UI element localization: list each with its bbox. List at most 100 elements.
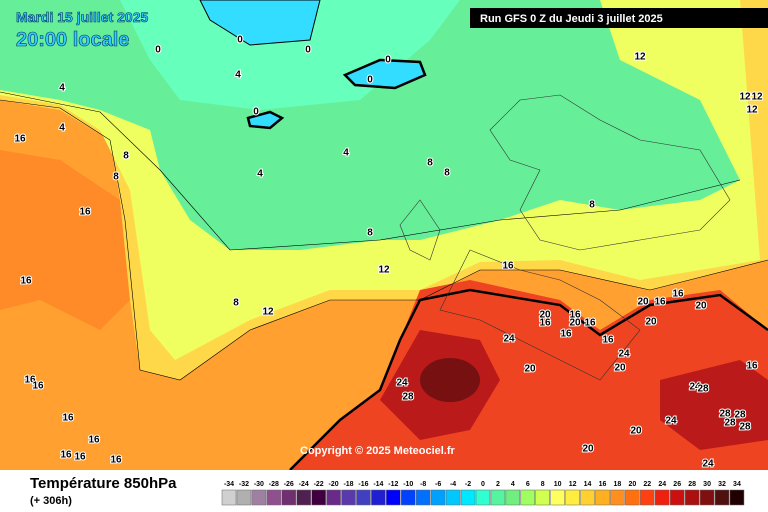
legend-label: -14 <box>373 481 383 488</box>
contour-label: 8 <box>123 151 129 162</box>
contour-label: 8 <box>427 158 433 169</box>
legend-label: 26 <box>673 481 681 488</box>
contour-label: 16 <box>584 318 596 329</box>
legend-label: -32 <box>239 481 249 488</box>
legend-label: 20 <box>628 481 636 488</box>
contour-label: 16 <box>654 297 666 308</box>
legend-swatch <box>490 489 506 506</box>
contour-label: 16 <box>110 455 122 466</box>
region-cyan <box>342 58 427 90</box>
contour-label: 20 <box>637 297 649 308</box>
legend-label: 22 <box>643 481 651 488</box>
contour-label: 8 <box>444 168 450 179</box>
contour-label: 28 <box>719 409 731 420</box>
valid-time: 20:00 locale <box>16 29 129 51</box>
legend-swatch <box>505 489 521 506</box>
legend-label: 6 <box>526 481 530 488</box>
legend-label: 34 <box>733 481 741 488</box>
legend-swatch <box>640 489 655 506</box>
contour-label: 20 <box>614 363 626 374</box>
legend-swatch <box>356 489 371 506</box>
contour-label: 16 <box>62 413 74 424</box>
region-darkest-red <box>420 358 480 402</box>
contour-label: 16 <box>502 261 514 272</box>
legend-swatch <box>460 489 476 506</box>
legend-label: -34 <box>224 481 234 488</box>
coastline <box>399 199 641 381</box>
contour-label: 16 <box>14 134 26 145</box>
legend-label: 10 <box>554 481 562 488</box>
legend-label: 32 <box>718 481 726 488</box>
contour-label: 20 <box>539 310 551 321</box>
legend-swatch <box>236 489 252 506</box>
contour-label: 20 <box>630 426 642 437</box>
legend-swatch <box>580 489 595 506</box>
legend-label: 4 <box>511 481 515 488</box>
contour-label: 20 <box>695 301 707 312</box>
contour-label: 4 <box>59 83 65 94</box>
contour-label: 0 <box>155 45 161 56</box>
isotherm <box>0 99 768 381</box>
coastline <box>489 94 731 251</box>
legend-label: -28 <box>269 481 279 488</box>
legend-swatch <box>684 489 700 506</box>
contour-label: 0 <box>237 35 243 46</box>
legend-swatch <box>669 489 685 506</box>
legend-label: -4 <box>450 481 456 488</box>
legend-label: -18 <box>343 481 353 488</box>
contour-label: 0 <box>253 107 259 118</box>
legend-label: -20 <box>329 481 339 488</box>
legend-label: 24 <box>658 481 666 488</box>
contour-label: 12 <box>739 92 751 103</box>
legend-swatch <box>430 489 446 506</box>
legend-swatch <box>311 489 326 506</box>
contour-label: 16 <box>79 207 91 218</box>
contour-label: 12 <box>262 307 274 318</box>
contour-label: 28 <box>739 422 751 433</box>
contour-label: 12 <box>746 105 758 116</box>
legend-swatch <box>729 489 745 506</box>
legend-label: 28 <box>688 481 696 488</box>
contour-label: 4 <box>59 123 65 134</box>
contour-label: 0 <box>385 55 391 66</box>
contour-label: 28 <box>402 392 414 403</box>
contour-label: 16 <box>88 435 100 446</box>
contour-label: 24 <box>503 334 515 345</box>
legend-label: -8 <box>420 481 426 488</box>
contour-label: 16 <box>672 289 684 300</box>
legend-swatch <box>281 489 297 506</box>
contour-label: 16 <box>24 375 36 386</box>
legend-swatch <box>714 489 730 506</box>
legend-label: -16 <box>358 481 368 488</box>
contour-label: 0 <box>305 45 311 56</box>
contour-label: 12 <box>751 92 763 103</box>
contour-label: 24 <box>702 459 714 470</box>
legend-label: 30 <box>703 481 711 488</box>
contour-label: 28 <box>697 384 709 395</box>
run-box <box>470 8 768 28</box>
legend-swatch <box>475 489 491 506</box>
legend-swatch <box>610 489 625 506</box>
contour-label: 24 <box>689 382 701 393</box>
legend-swatch <box>401 489 416 506</box>
legend-label: 18 <box>614 481 622 488</box>
contour-label: 20 <box>645 317 657 328</box>
legend-swatch <box>565 489 580 506</box>
footer-lead: (+ 306h) <box>30 495 72 507</box>
region-dark-orange <box>0 150 130 330</box>
contour-label: 16 <box>602 335 614 346</box>
contour-label: 16 <box>60 450 72 461</box>
contour-label: 8 <box>113 172 119 183</box>
legend-swatch <box>371 489 386 506</box>
legend-swatch <box>445 489 461 506</box>
contour-label: 16 <box>20 276 32 287</box>
contour-label: 20 <box>524 364 536 375</box>
legend-label: 12 <box>569 481 577 488</box>
contour-label: 28 <box>734 410 746 421</box>
contour-label: 4 <box>343 148 349 159</box>
region-dark-red <box>660 360 768 450</box>
contour-label: 8 <box>233 298 239 309</box>
region-cyan <box>199 0 321 46</box>
legend-label: -26 <box>284 481 294 488</box>
